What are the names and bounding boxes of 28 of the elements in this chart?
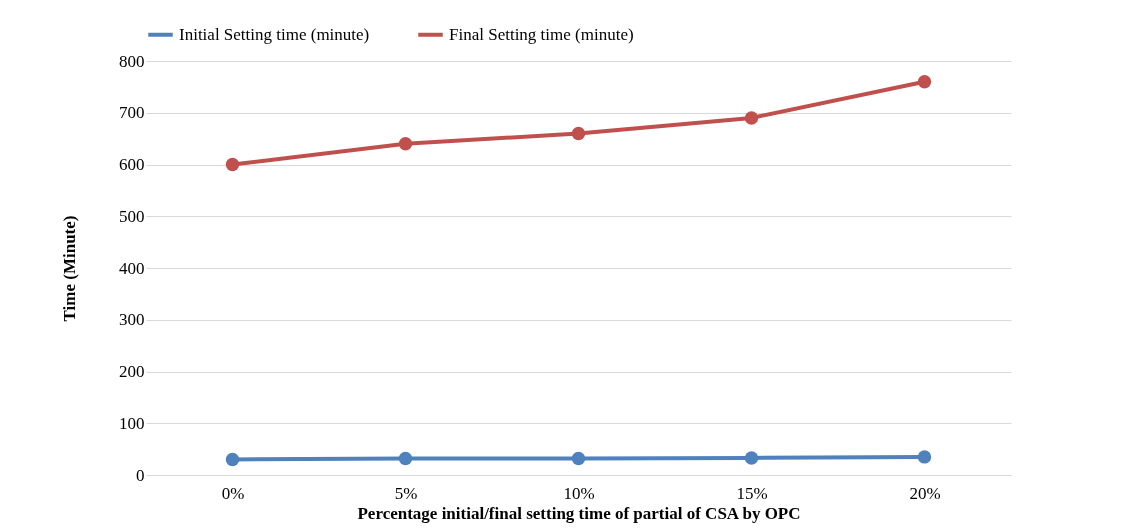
x-tick-label: 15% [736,483,768,503]
point [571,126,586,141]
y-tick-label: 200 [119,362,145,381]
x-tick-label: 10% [563,483,595,503]
point [744,111,759,125]
x-tick-label: 20% [909,483,941,503]
y-tick-label: 800 [119,51,145,71]
legend-label: Initial Setting time (minute) [179,24,370,44]
point [225,157,240,172]
point [917,75,932,89]
y-tick-label: 600 [119,155,145,174]
point [398,451,413,466]
x-tick-label: 5% [394,483,418,503]
y-tick-label: 700 [119,103,145,123]
x-axis-title: Percentage initial/final setting time of partial of CSA by OPC [357,503,801,523]
point [398,137,413,151]
point [225,452,240,467]
y-tick-label: 0 [136,465,145,485]
y-tick-label: 500 [119,206,145,226]
y-tick-label: 300 [119,310,145,330]
y-axis-title: Time (Minute) [60,215,79,322]
legend-label: Final Setting time (minute) [449,24,634,44]
point [917,450,932,464]
y-tick-label: 100 [119,413,145,433]
point [571,451,586,466]
y-tick-label: 400 [119,258,145,278]
x-tick-label: 0% [221,483,245,503]
point [744,451,759,465]
